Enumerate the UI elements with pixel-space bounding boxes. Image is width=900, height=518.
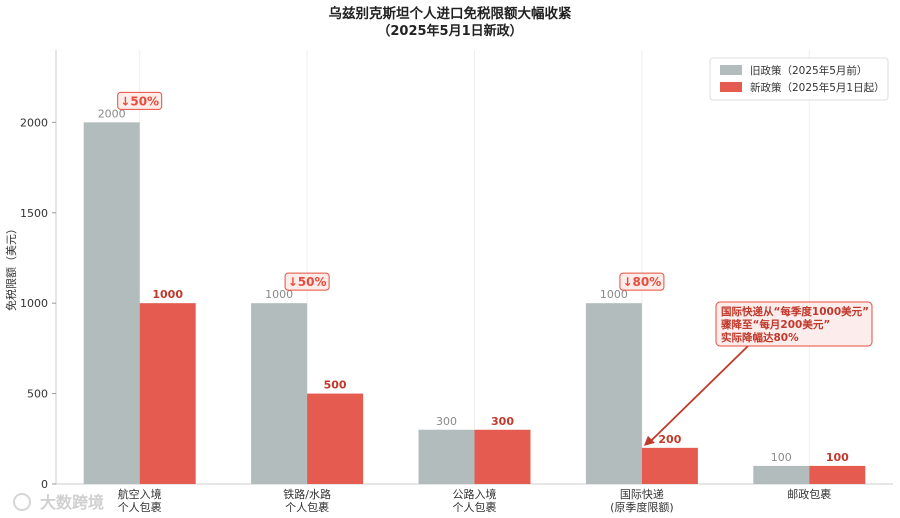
axes: 0500100015002000免税限额（美元）航空入境个人包裹铁路/水路个人包… <box>4 50 893 514</box>
legend-swatch <box>720 65 742 75</box>
value-labels: 2000 1000 1000 500 300 300 1000 200 100 100 <box>98 107 849 464</box>
new-value-label: 100 <box>826 451 849 464</box>
chart-title-line-1: 乌兹别克斯坦个人进口免税限额大幅收紧 <box>329 5 572 22</box>
bar-new-policy <box>139 303 196 484</box>
new-value-label: 200 <box>658 433 681 446</box>
annotation-line: 国际快递从“每季度1000美元” <box>721 305 869 318</box>
old-value-label: 100 <box>771 451 792 464</box>
drop-badge <box>619 272 665 291</box>
drop-badge-label: ↓80% <box>623 275 662 289</box>
x-category-label: 铁路/水路 <box>283 488 331 501</box>
bar-old-policy <box>585 303 642 484</box>
annotation-arrow-head <box>643 435 655 446</box>
drop-badge-label: ↓50% <box>288 275 327 289</box>
x-category-label: 个人包裹 <box>118 500 162 514</box>
annotation: 国际快递从“每季度1000美元”骤降至“每月200美元”实际降幅达80% <box>643 301 873 446</box>
chart-title: 乌兹别克斯坦个人进口免税限额大幅收紧 （2025年5月1日新政） <box>329 5 572 39</box>
chart-title-line-2: （2025年5月1日新政） <box>377 23 522 39</box>
x-category-label: 公路入境 <box>453 487 497 501</box>
new-value-label: 500 <box>324 379 347 392</box>
bar-new-policy <box>809 465 866 484</box>
gridlines <box>139 50 810 484</box>
x-category-label: 航空入境 <box>118 487 162 501</box>
bar-old-policy <box>418 429 475 484</box>
y-tick-label: 0 <box>41 478 48 491</box>
bar-old-policy <box>753 465 810 484</box>
drop-badge <box>284 272 330 291</box>
annotation-arrow-line <box>649 345 749 443</box>
x-category-label: 个人包裹 <box>285 500 329 514</box>
watermark: 大数跨境 <box>13 493 104 512</box>
new-value-label: 300 <box>491 415 514 428</box>
y-tick-label: 500 <box>27 388 48 401</box>
x-category-label: (原季度限额) <box>610 500 674 514</box>
legend-swatch <box>720 82 742 92</box>
new-value-label: 1000 <box>152 288 183 301</box>
old-value-label: 2000 <box>98 107 126 120</box>
old-value-label: 300 <box>436 415 457 428</box>
drop-badges: ↓50% ↓50% ↓80% <box>117 91 665 291</box>
watermark-text: 大数跨境 <box>40 493 104 512</box>
x-category-label: 个人包裹 <box>453 500 497 514</box>
old-value-label: 1000 <box>265 288 293 301</box>
legend-label: 旧政策（2025年5月前） <box>750 64 867 77</box>
x-category-label: 邮政包裹 <box>787 487 831 501</box>
drop-badge <box>117 91 163 110</box>
old-value-label: 1000 <box>600 288 628 301</box>
x-category-label: 国际快递 <box>620 487 664 501</box>
bars <box>83 122 866 484</box>
bar-new-policy <box>641 447 698 484</box>
watermark-logo-icon <box>13 493 31 511</box>
legend-box <box>709 57 889 101</box>
bar-new-policy <box>307 393 364 484</box>
bar-new-policy <box>474 429 531 484</box>
annotation-line: 实际降幅达80% <box>721 331 799 344</box>
annotation-box <box>715 301 873 347</box>
y-tick-label: 2000 <box>20 116 48 129</box>
annotation-line: 骤降至“每月200美元” <box>721 318 830 331</box>
legend: 旧政策（2025年5月前） 新政策（2025年5月1日起） <box>709 57 889 101</box>
bar-old-policy <box>251 303 308 484</box>
y-tick-label: 1000 <box>20 297 48 310</box>
bar-old-policy <box>83 122 140 484</box>
legend-label: 新政策（2025年5月1日起） <box>750 81 885 94</box>
y-axis-label: 免税限额（美元） <box>4 223 18 311</box>
y-tick-label: 1500 <box>20 207 48 220</box>
drop-badge-label: ↓50% <box>120 94 159 108</box>
